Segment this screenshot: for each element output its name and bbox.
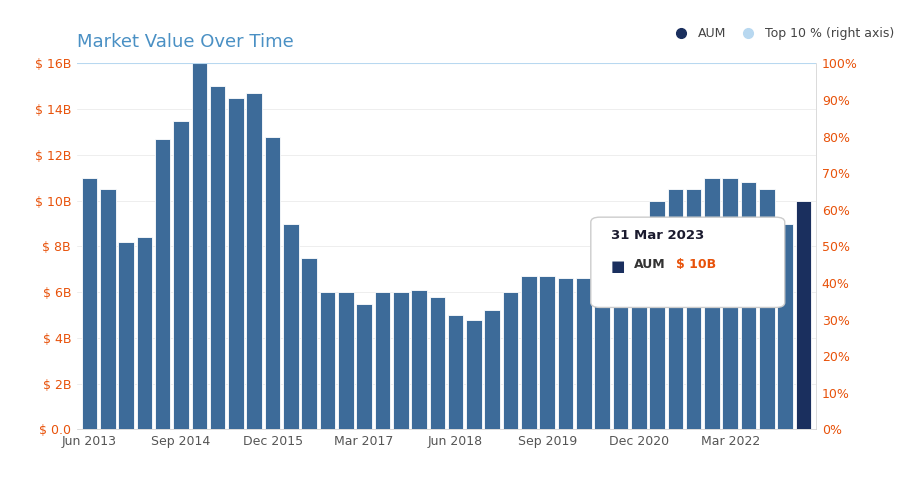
Bar bbox=[393, 292, 409, 429]
Bar bbox=[741, 183, 757, 429]
Bar bbox=[704, 178, 720, 429]
Bar bbox=[118, 242, 133, 429]
Legend: AUM, Top 10 % (right axis): AUM, Top 10 % (right axis) bbox=[664, 22, 898, 45]
Bar bbox=[630, 226, 647, 429]
Bar bbox=[173, 121, 189, 429]
Bar bbox=[686, 189, 702, 429]
Bar bbox=[502, 292, 519, 429]
Bar bbox=[429, 297, 445, 429]
Bar bbox=[136, 237, 152, 429]
Bar bbox=[484, 310, 500, 429]
Bar bbox=[649, 201, 665, 429]
Bar bbox=[338, 292, 354, 429]
Bar bbox=[374, 292, 391, 429]
Bar bbox=[356, 304, 372, 429]
Bar bbox=[301, 258, 317, 429]
Bar bbox=[265, 137, 281, 429]
Bar bbox=[723, 178, 738, 429]
Bar bbox=[191, 63, 207, 429]
Bar bbox=[448, 315, 464, 429]
Text: Market Value Over Time: Market Value Over Time bbox=[77, 33, 293, 51]
Bar bbox=[466, 320, 482, 429]
Bar bbox=[319, 292, 336, 429]
Bar bbox=[100, 189, 115, 429]
Bar bbox=[210, 86, 226, 429]
Text: $ 10B: $ 10B bbox=[676, 258, 716, 271]
Bar bbox=[82, 178, 97, 429]
Bar bbox=[594, 279, 610, 429]
Bar bbox=[411, 290, 427, 429]
Bar bbox=[759, 189, 775, 429]
Bar bbox=[246, 93, 262, 429]
Bar bbox=[667, 189, 683, 429]
Bar bbox=[539, 276, 555, 429]
Text: AUM: AUM bbox=[634, 258, 666, 271]
Bar bbox=[612, 251, 628, 429]
Bar bbox=[557, 279, 574, 429]
Bar bbox=[576, 279, 592, 429]
Text: ■: ■ bbox=[611, 259, 625, 274]
Text: 31 Mar 2023: 31 Mar 2023 bbox=[611, 229, 704, 243]
Bar bbox=[155, 139, 170, 429]
Bar bbox=[778, 224, 793, 429]
Bar bbox=[521, 276, 537, 429]
Bar bbox=[283, 224, 299, 429]
Bar bbox=[228, 98, 244, 429]
Bar bbox=[796, 201, 811, 429]
